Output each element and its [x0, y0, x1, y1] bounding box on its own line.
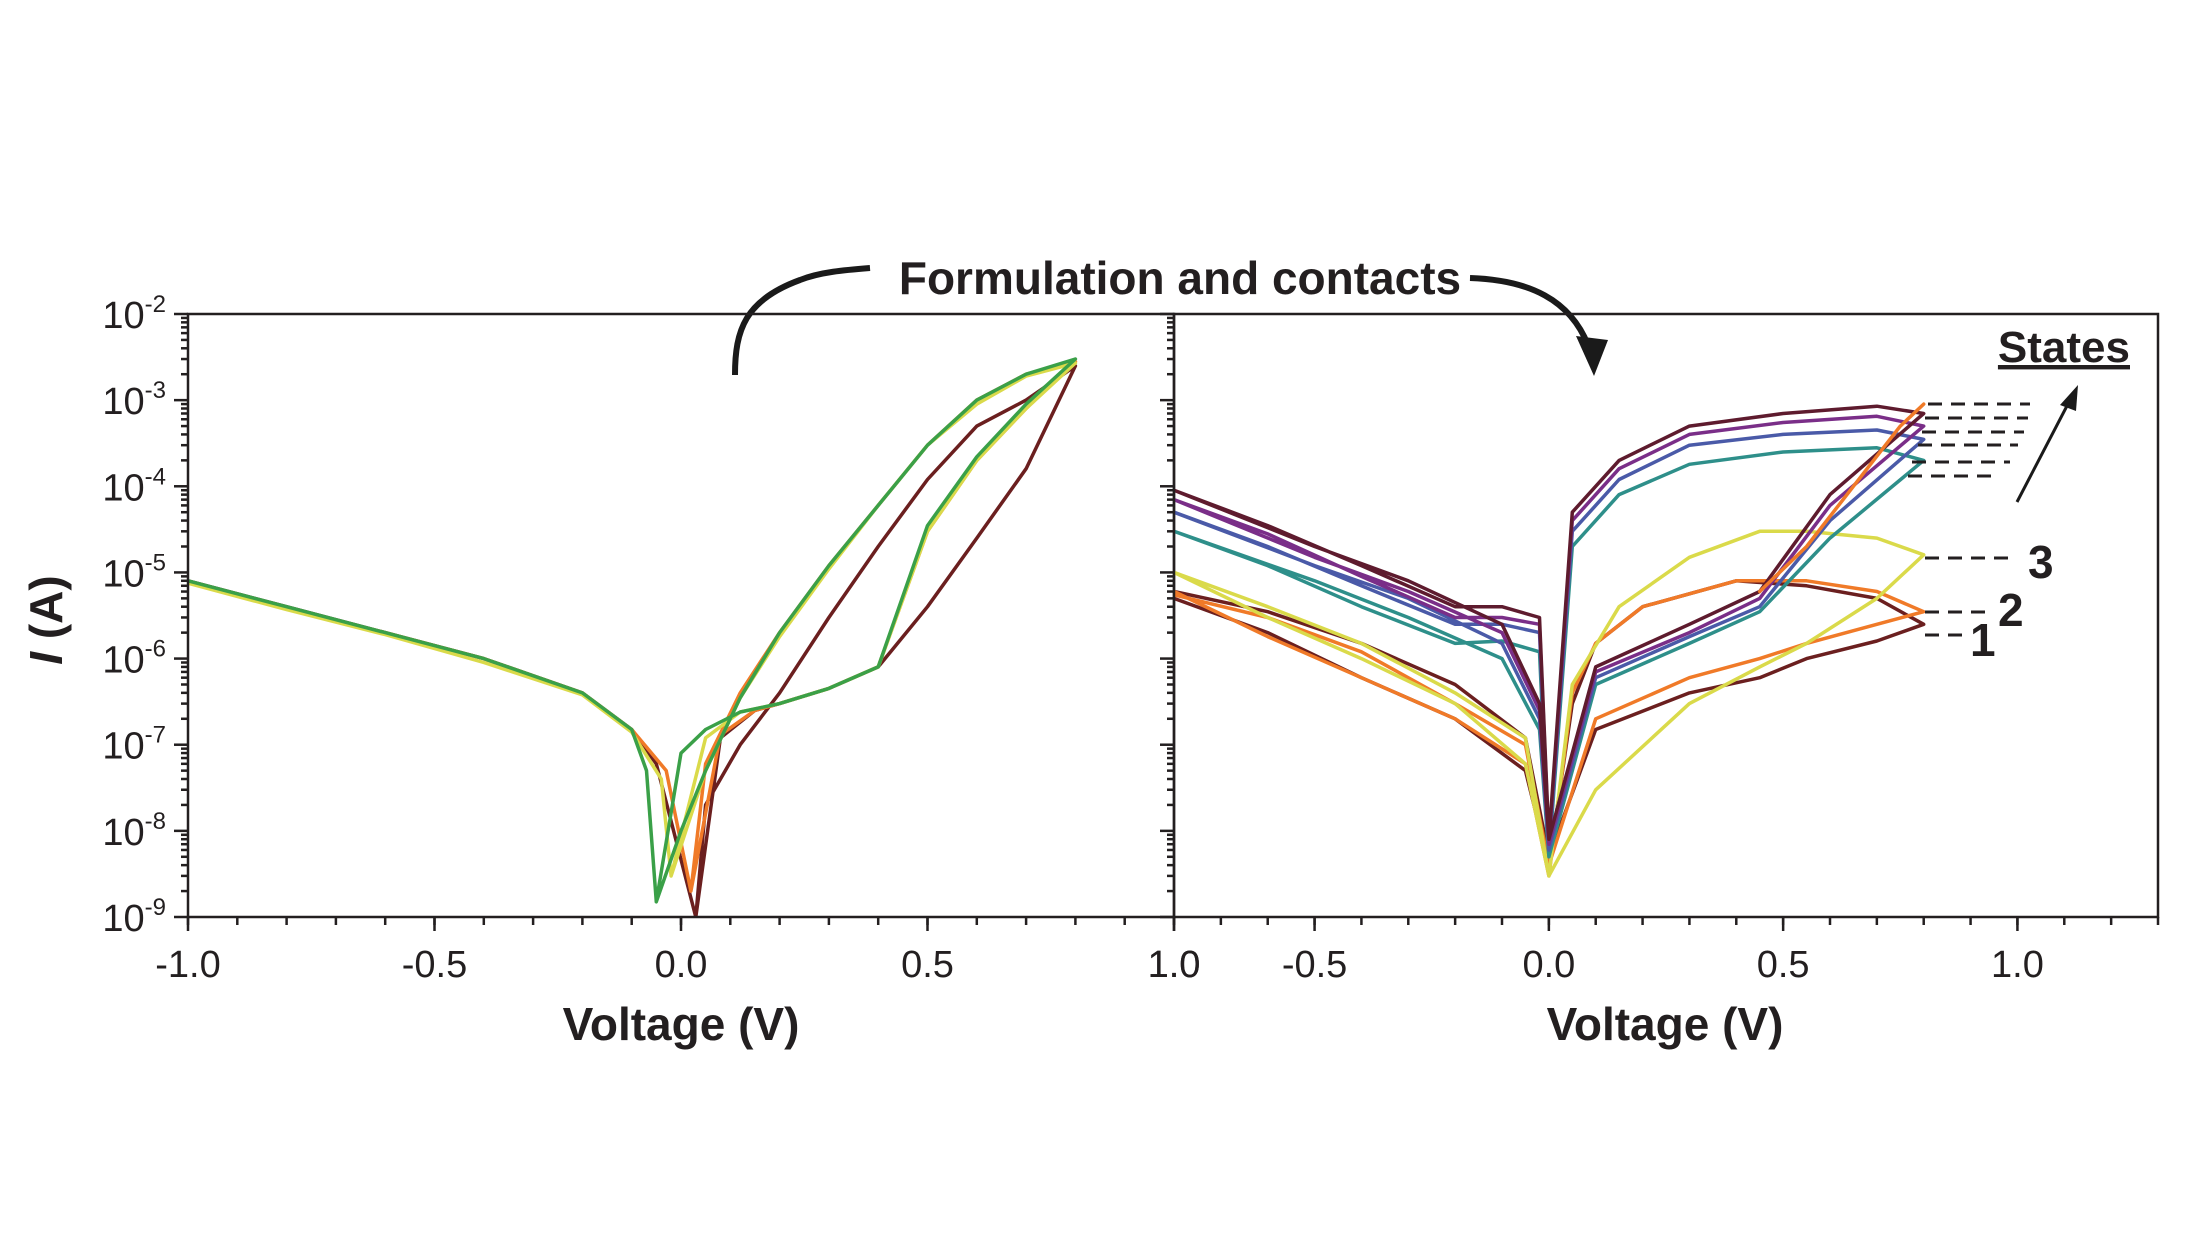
right-x-tick-label: 1.0 [1991, 944, 2044, 986]
left-x-axis-title: Voltage (V) [563, 998, 800, 1050]
state-label-1: 1 [1970, 614, 1996, 666]
right-plot: 1.0 -0.5 0.0 0.5 1.0 Voltage (V) States 3 2 … [1148, 312, 2160, 1050]
y-tick-label: 10-7 [102, 722, 166, 768]
left-x-tick-label: 0.0 [655, 944, 708, 986]
y-tick-label: 10-9 [102, 894, 166, 940]
states-arrow-head-icon [2060, 385, 2078, 411]
left-x-tick-label: 1.0 [1148, 944, 1201, 986]
state-dash-lines [1908, 402, 2030, 637]
left-series-0 [188, 364, 1078, 917]
y-axis-title: I (A) [20, 575, 72, 664]
curved-arrow-left-part [732, 265, 871, 376]
right-series-3 [1174, 446, 1926, 859]
right-series-7 [1757, 402, 1926, 594]
right-x-tick-label: 0.0 [1522, 944, 1575, 986]
y-tick-label: 10-6 [102, 636, 166, 682]
y-tick-label: 10-2 [102, 291, 166, 337]
state-label-2: 2 [1998, 584, 2024, 636]
right-x-tick-label: 1.0 [1148, 944, 1201, 986]
right-series-6 [1174, 404, 1926, 841]
right-plot-frame [1172, 312, 2160, 919]
y-tick-label: 10-8 [102, 808, 166, 854]
right-x-tick-label: 0.5 [1757, 944, 1810, 986]
right-series-1 [1174, 579, 1926, 878]
left-series-3 [188, 357, 1078, 904]
curved-arrow-right-part [1469, 275, 1591, 347]
left-series-1 [188, 359, 1078, 893]
states-arrow-line [2015, 401, 2071, 503]
y-tick-label: 10-4 [102, 463, 166, 509]
left-plot: 10-9 10-8 10-7 10-6 10-5 10-4 10-3 10-2 -1.0 -0.… [102, 291, 1200, 1050]
arrow-head-icon [1576, 336, 1608, 376]
y-tick-label: 10-3 [102, 377, 166, 423]
top-label: Formulation and contacts [899, 252, 1461, 304]
y-tick-label: 10-5 [102, 549, 166, 595]
left-series-2 [188, 361, 1078, 878]
right-series-5 [1174, 414, 1926, 846]
left-x-tick-label: -0.5 [402, 944, 467, 986]
left-x-tick-label: 0.5 [901, 944, 954, 986]
right-x-tick-label: -0.5 [1282, 944, 1347, 986]
left-x-tick-label: -1.0 [155, 944, 220, 986]
right-series-2 [1174, 529, 1926, 878]
states-title: States [1998, 323, 2130, 372]
right-x-axis-title: Voltage (V) [1547, 998, 1784, 1050]
state-label-3: 3 [2028, 536, 2054, 588]
